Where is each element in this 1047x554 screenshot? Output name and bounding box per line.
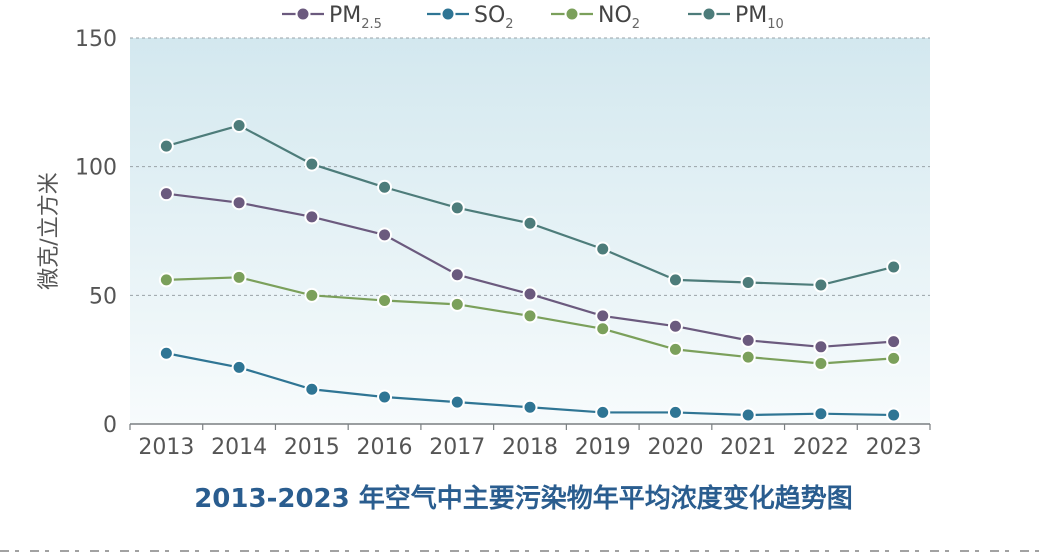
legend-marker bbox=[440, 6, 456, 22]
series-pm25 bbox=[158, 186, 902, 355]
data-point bbox=[886, 334, 902, 350]
series-so2 bbox=[158, 345, 902, 423]
data-point bbox=[377, 227, 393, 243]
data-point bbox=[595, 308, 611, 324]
legend-label: SO2 bbox=[474, 3, 514, 32]
legend-label-subscript: 10 bbox=[767, 17, 784, 32]
x-tick-label: 2017 bbox=[429, 435, 485, 460]
data-point bbox=[304, 381, 320, 397]
series-no2 bbox=[158, 269, 902, 372]
data-point bbox=[158, 272, 174, 288]
axes: 0 50 100 150 2013 2014 2015 2016 2017 2018 2019 202… bbox=[75, 27, 931, 460]
series-layer bbox=[158, 117, 902, 423]
data-point bbox=[377, 389, 393, 405]
legend-label-text: PM bbox=[329, 3, 361, 28]
data-point bbox=[304, 209, 320, 225]
data-point bbox=[158, 186, 174, 202]
x-tick-label: 2013 bbox=[138, 435, 194, 460]
data-point bbox=[595, 241, 611, 257]
data-point bbox=[667, 341, 683, 357]
legend-marker bbox=[701, 6, 717, 22]
data-point bbox=[740, 274, 756, 290]
legend-item: PM10 bbox=[688, 3, 784, 32]
data-point bbox=[813, 356, 829, 372]
data-point bbox=[522, 308, 538, 324]
data-point bbox=[740, 349, 756, 365]
series-pm10 bbox=[158, 117, 902, 293]
x-tick-label: 2022 bbox=[793, 435, 849, 460]
data-point bbox=[304, 156, 320, 172]
legend-item: SO2 bbox=[427, 3, 514, 32]
data-point bbox=[231, 195, 247, 211]
legend-label-subscript: 2 bbox=[505, 17, 513, 32]
data-point bbox=[522, 286, 538, 302]
data-point bbox=[667, 272, 683, 288]
cropped-text-line bbox=[0, 546, 1047, 554]
data-point bbox=[886, 350, 902, 366]
data-point bbox=[231, 117, 247, 133]
x-tick-label: 2018 bbox=[502, 435, 558, 460]
data-point bbox=[377, 179, 393, 195]
data-point bbox=[449, 296, 465, 312]
data-point bbox=[813, 406, 829, 422]
data-point bbox=[231, 359, 247, 375]
data-point bbox=[595, 404, 611, 420]
legend-label-subscript: 2 bbox=[632, 17, 640, 32]
gridlines bbox=[130, 37, 930, 296]
data-point bbox=[886, 259, 902, 275]
data-point bbox=[522, 215, 538, 231]
y-tick-label: 100 bbox=[75, 156, 117, 181]
x-tick-label: 2019 bbox=[575, 435, 631, 460]
x-tick-label: 2021 bbox=[720, 435, 776, 460]
data-point bbox=[886, 407, 902, 423]
legend-label-text: NO bbox=[598, 3, 632, 28]
data-point bbox=[158, 138, 174, 154]
x-tick-label: 2020 bbox=[647, 435, 703, 460]
legend-label: NO2 bbox=[598, 3, 640, 32]
data-point bbox=[813, 277, 829, 293]
data-point bbox=[304, 287, 320, 303]
data-point bbox=[522, 399, 538, 415]
x-tick-label: 2023 bbox=[866, 435, 922, 460]
legend: PM2.5 SO2 NO2 PM10 bbox=[282, 3, 784, 32]
legend-item: NO2 bbox=[551, 3, 640, 32]
y-axis-label: 微克/立方米 bbox=[37, 172, 62, 289]
data-point bbox=[377, 292, 393, 308]
data-point bbox=[740, 332, 756, 348]
x-tick-label: 2015 bbox=[284, 435, 340, 460]
data-point bbox=[595, 321, 611, 337]
legend-label-text: SO bbox=[474, 3, 505, 28]
data-point bbox=[740, 407, 756, 423]
legend-label: PM10 bbox=[735, 3, 784, 32]
data-point bbox=[813, 339, 829, 355]
y-tick-label: 150 bbox=[75, 27, 117, 52]
legend-label-text: PM bbox=[735, 3, 767, 28]
legend-marker bbox=[295, 6, 311, 22]
x-tick-label: 2014 bbox=[211, 435, 267, 460]
legend-item: PM2.5 bbox=[282, 3, 382, 32]
legend-marker bbox=[564, 6, 580, 22]
data-point bbox=[231, 269, 247, 285]
y-tick-label: 50 bbox=[89, 284, 117, 309]
x-tick-label: 2016 bbox=[357, 435, 413, 460]
legend-label-subscript: 2.5 bbox=[361, 17, 382, 32]
data-point bbox=[449, 267, 465, 283]
data-point bbox=[667, 404, 683, 420]
chart-title: 2013-2023 年空气中主要污染物年平均浓度变化趋势图 bbox=[194, 484, 853, 514]
data-point bbox=[158, 345, 174, 361]
data-point bbox=[449, 394, 465, 410]
data-point bbox=[667, 318, 683, 334]
y-tick-label: 0 bbox=[103, 413, 117, 438]
legend-label: PM2.5 bbox=[329, 3, 382, 32]
data-point bbox=[449, 200, 465, 216]
plot-area bbox=[130, 38, 930, 424]
